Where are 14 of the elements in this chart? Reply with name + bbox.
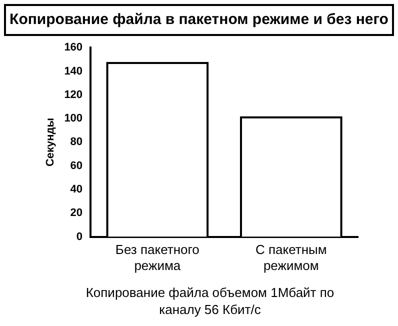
y-tick-label: 40 [70, 184, 83, 196]
y-tick-label: 80 [70, 136, 83, 148]
y-tick-label: 160 [64, 42, 83, 54]
chart-title: Копирование файла в пакетном режиме и без него [4, 4, 394, 36]
y-tick-label: 60 [70, 160, 83, 172]
y-tick-label: 20 [70, 207, 83, 220]
y-tick-label: 120 [64, 88, 83, 101]
x-tick-label: Без пакетного режима [115, 242, 200, 273]
y-tick-label: 140 [64, 65, 83, 78]
y-axis-title: Секунды [44, 118, 57, 167]
x-tick-label: С пакетным режимом [255, 242, 327, 273]
y-tick-label: 100 [64, 112, 83, 125]
x-axis-title: Копирование файла объемом 1Мбайт по каналу 56 Кбит/с [84, 284, 336, 318]
y-tick-label: 0 [76, 230, 83, 243]
